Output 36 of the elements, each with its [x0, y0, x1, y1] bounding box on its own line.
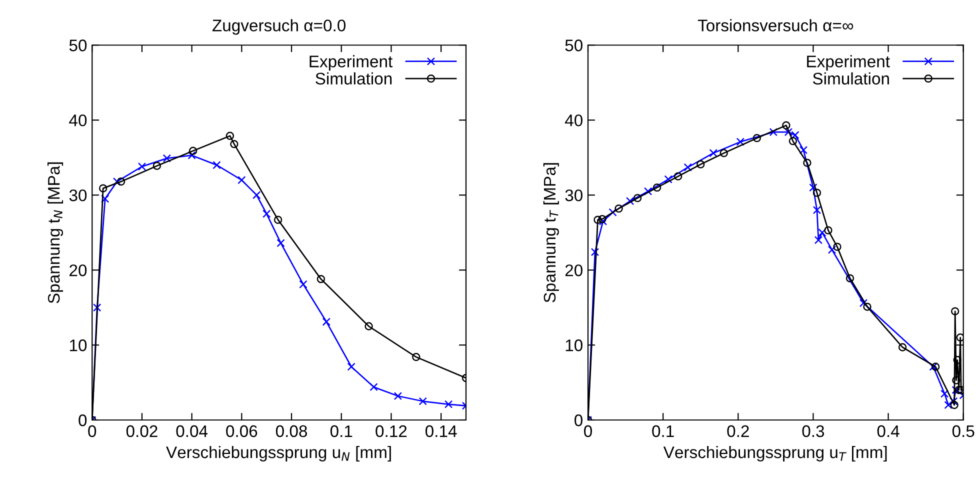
x-tick-label: 0.02 [126, 425, 158, 438]
x-tick-label: 0.08 [276, 425, 308, 438]
x-tick-label: 0.5 [952, 425, 974, 438]
legend-label: Simulation [812, 72, 889, 85]
chart-title: Zugversuch α=0.0 [212, 19, 346, 35]
y-tick-label: 30 [565, 189, 582, 202]
y-axis-title: Spannung t$_{T}$ [MPa] [543, 163, 559, 302]
x-tick-label: 0.2 [727, 425, 749, 438]
x-tick-label: 0.14 [426, 425, 457, 438]
x-tick-label: 0.4 [877, 425, 900, 438]
x-axis-title: Verschiebungssprung u$_{N}$ [mm] [166, 446, 391, 462]
x-tick-label: 0 [88, 425, 96, 438]
legend-label: Experiment [310, 55, 393, 71]
x-tick-label: 0.3 [802, 425, 824, 438]
y-tick-label: 40 [69, 114, 87, 126]
x-tick-label: 0.1 [652, 425, 674, 438]
y-tick-label: 30 [69, 189, 87, 202]
y-tick-label: 10 [70, 339, 87, 352]
y-tick-label: 50 [69, 40, 87, 52]
y-tick-label: 20 [70, 264, 87, 276]
x-tick-label: 0.1 [330, 425, 352, 438]
x-tick-label: 0.12 [376, 425, 407, 438]
x-axis-title: Verschiebungssprung u$_{T}$ [mm] [663, 446, 887, 462]
y-tick-label: 20 [565, 264, 582, 276]
y-tick-label: 10 [566, 339, 582, 352]
x-tick-label: 0.06 [226, 425, 258, 438]
y-axis-title: Spannung t$_{N}$ [MPa] [48, 162, 64, 304]
y-tick-label: 50 [565, 40, 582, 52]
legend-label: Experiment [807, 55, 890, 71]
x-tick-label: 0 [584, 425, 592, 438]
y-tick-label: 0 [574, 414, 582, 426]
x-tick-label: 0.04 [176, 425, 208, 438]
legend-label: Simulation [316, 72, 392, 85]
y-tick-label: 40 [564, 114, 582, 126]
y-tick-label: 0 [78, 414, 87, 426]
chart-title: Torsionsversuch α=∞ [698, 19, 854, 32]
